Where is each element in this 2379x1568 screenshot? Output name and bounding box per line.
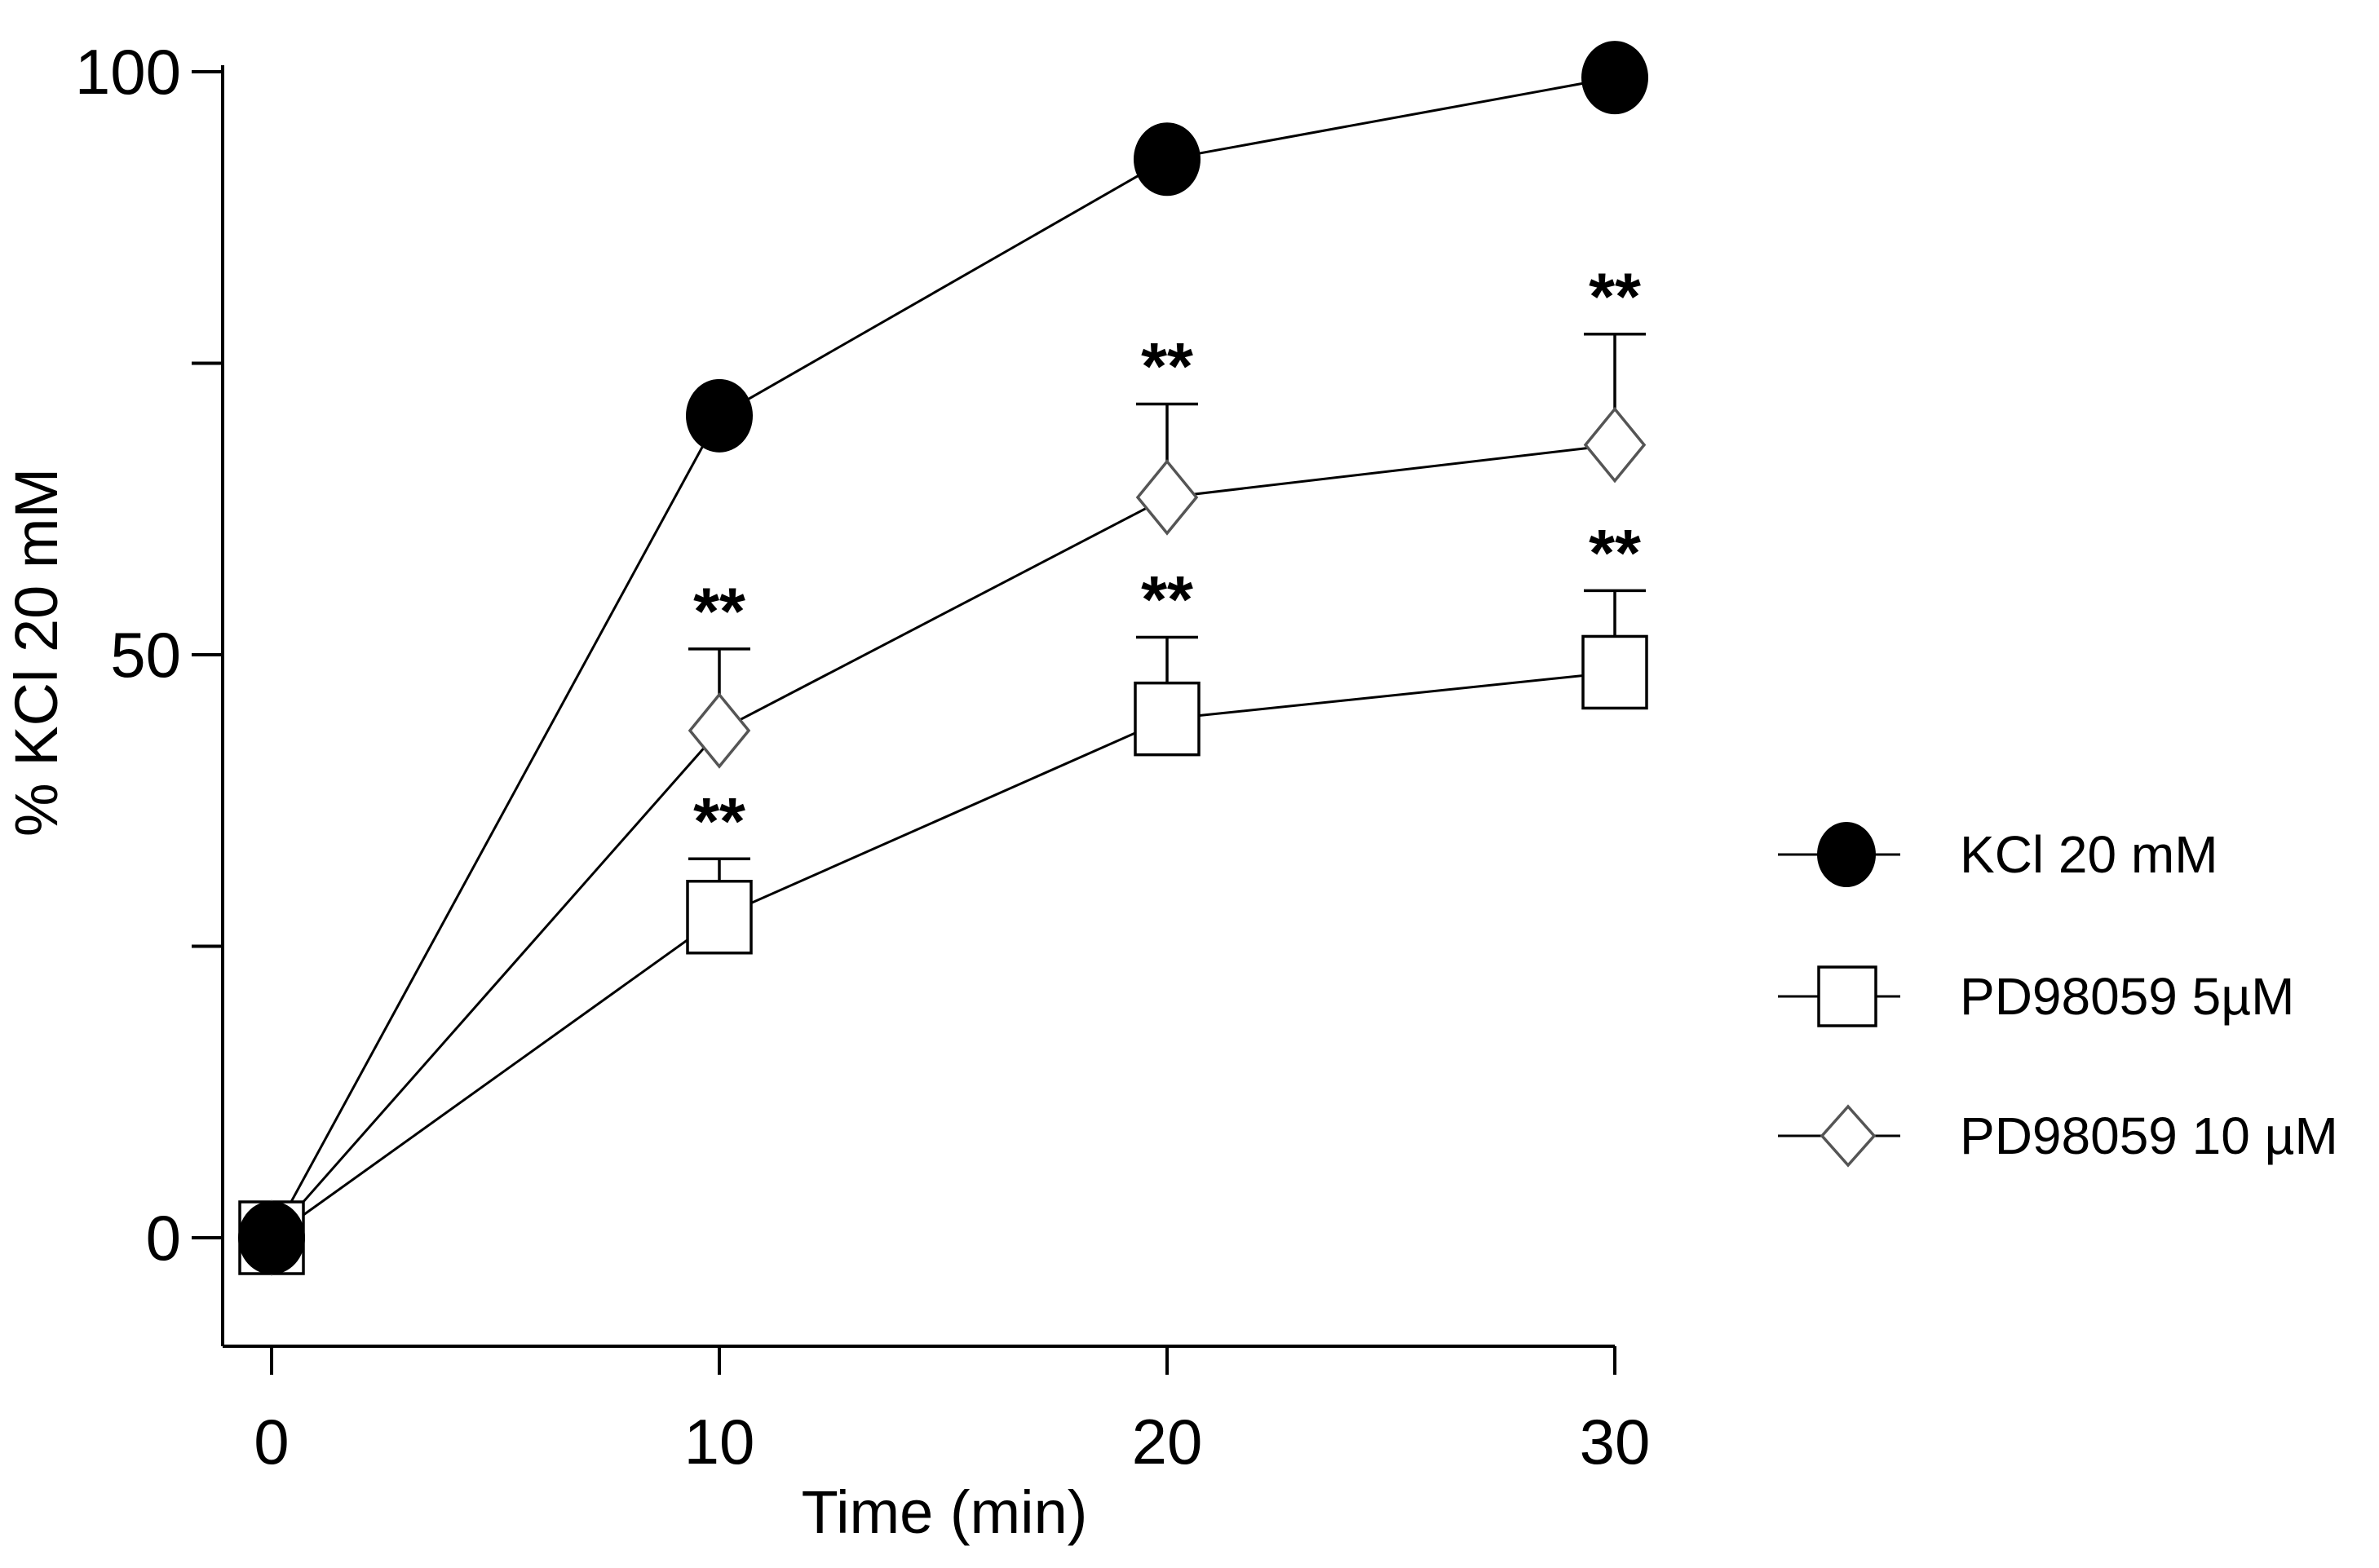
legend-entry: PD98059 10 µM xyxy=(1778,1104,2338,1168)
axes: 0 50 100 0 10 20 30 Time (min) % KCl 20 mM xyxy=(2,36,1650,1546)
significance-label: ** xyxy=(693,575,745,649)
x-axis-title: Time (min) xyxy=(802,1478,1088,1546)
y-tick-label: 0 xyxy=(146,1202,181,1274)
x-ticks: 0 10 20 30 xyxy=(254,1346,1650,1477)
legend-entry: KCl 20 mM xyxy=(1778,822,2218,887)
x-tick-label: 0 xyxy=(254,1406,289,1477)
legend-entry: PD98059 5µM xyxy=(1778,965,2294,1027)
data-point-series-2 xyxy=(688,692,751,769)
significance-label: ** xyxy=(1589,516,1641,590)
data-point-series-0 xyxy=(686,378,753,453)
data-point-series-1 xyxy=(1134,681,1201,757)
data-point-series-1 xyxy=(686,880,753,955)
legend-marker xyxy=(1817,965,1877,1027)
significance-label: ** xyxy=(1589,260,1641,334)
series-lines xyxy=(270,76,1616,1239)
legend-label: KCl 20 mM xyxy=(1960,825,2218,884)
x-tick-label: 10 xyxy=(684,1406,755,1477)
y-tick-label: 100 xyxy=(75,36,181,108)
legend-label: PD98059 5µM xyxy=(1960,967,2294,1026)
data-point-series-1 xyxy=(1581,634,1648,710)
significance-labels: ** ** ** ** ** ** xyxy=(693,260,1641,859)
x-tick-label: 20 xyxy=(1132,1406,1203,1477)
y-axis-title: % KCl 20 mM xyxy=(2,468,70,837)
legend-marker xyxy=(1817,822,1876,887)
significance-label: ** xyxy=(693,784,745,859)
error-bars xyxy=(688,333,1646,881)
data-point-series-2 xyxy=(1583,406,1647,484)
series-line-2 xyxy=(270,444,1616,1239)
legend-label: PD98059 10 µM xyxy=(1960,1106,2338,1165)
plot-area: ** ** ** ** ** ** xyxy=(238,41,1648,1276)
y-tick-label: 50 xyxy=(110,619,181,691)
data-point-series-2 xyxy=(1135,459,1199,536)
series-line-0 xyxy=(270,76,1616,1239)
data-point-series-0 xyxy=(238,1201,305,1274)
data-point-series-0 xyxy=(1581,41,1648,115)
legend: KCl 20 mM PD98059 5µM PD98059 10 µM xyxy=(1778,822,2338,1168)
data-point-series-0 xyxy=(1134,122,1201,197)
x-tick-label: 30 xyxy=(1580,1406,1651,1477)
significance-label: ** xyxy=(1141,330,1193,404)
legend-marker xyxy=(1820,1104,1877,1168)
y-ticks: 0 50 100 xyxy=(75,36,223,1274)
significance-label: ** xyxy=(1141,563,1193,638)
series-line-1 xyxy=(271,670,1616,1239)
markers xyxy=(238,41,1648,1276)
